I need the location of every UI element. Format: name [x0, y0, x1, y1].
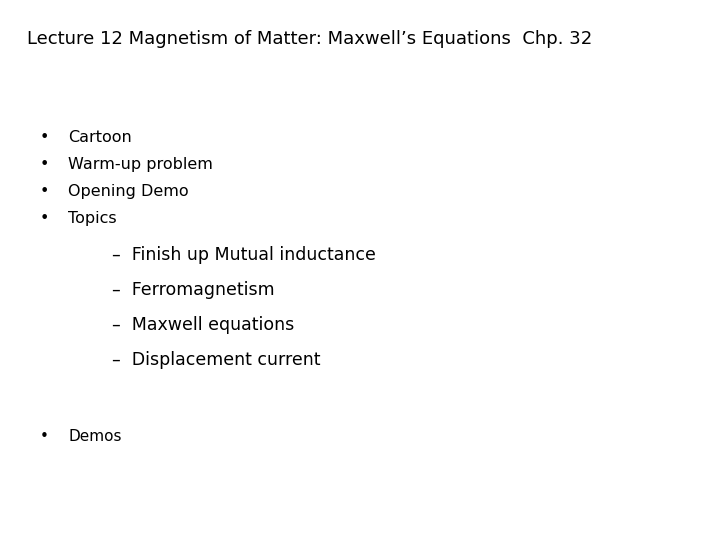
- Text: •: •: [40, 157, 49, 172]
- Text: •: •: [40, 429, 48, 444]
- Text: Topics: Topics: [68, 211, 117, 226]
- Text: Warm-up problem: Warm-up problem: [68, 157, 213, 172]
- Text: –  Finish up Mutual inductance: – Finish up Mutual inductance: [112, 246, 375, 264]
- Text: Lecture 12 Magnetism of Matter: Maxwell’s Equations  Chp. 32: Lecture 12 Magnetism of Matter: Maxwell’…: [27, 30, 593, 48]
- Text: Opening Demo: Opening Demo: [68, 184, 189, 199]
- Text: Demos: Demos: [68, 429, 122, 444]
- Text: •: •: [40, 184, 49, 199]
- Text: –  Maxwell equations: – Maxwell equations: [112, 316, 294, 334]
- Text: •: •: [40, 211, 49, 226]
- Text: Cartoon: Cartoon: [68, 130, 132, 145]
- Text: –  Displacement current: – Displacement current: [112, 351, 320, 369]
- Text: •: •: [40, 130, 49, 145]
- Text: –  Ferromagnetism: – Ferromagnetism: [112, 281, 274, 299]
